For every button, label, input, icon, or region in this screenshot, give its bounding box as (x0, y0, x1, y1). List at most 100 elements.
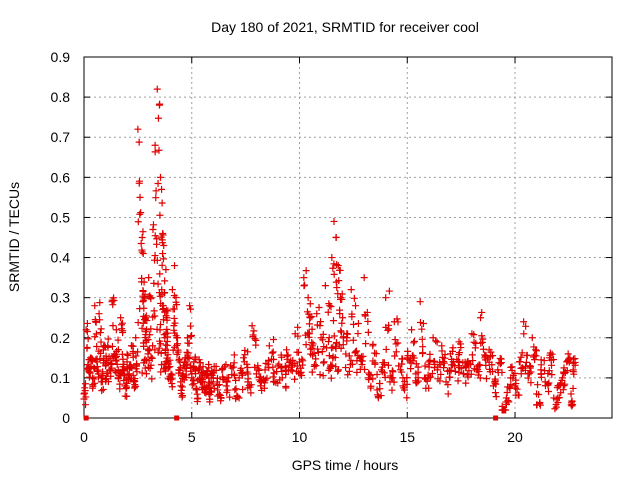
data-point-scatter (358, 361, 366, 369)
data-point (321, 282, 329, 290)
data-point-scatter (144, 336, 152, 344)
data-point-scatter (432, 337, 440, 345)
y-tick-label: 0.8 (51, 89, 71, 105)
data-point-scatter (107, 372, 115, 380)
data-point-scatter (122, 382, 130, 390)
data-point-scatter (192, 370, 200, 378)
data-point-scatter (284, 351, 292, 359)
data-point-scatter (176, 355, 184, 363)
data-point-scatter (353, 368, 361, 376)
data-point-scatter (440, 358, 448, 366)
data-point-scatter (191, 355, 199, 363)
data-point-scatter (476, 374, 484, 382)
data-point-scatter (178, 393, 186, 401)
data-point-scatter (364, 328, 372, 336)
data-point-scatter (262, 376, 270, 384)
data-point (132, 334, 140, 342)
data-point-scatter (237, 369, 245, 377)
data-point-scatter (488, 361, 496, 369)
data-point-scatter (113, 360, 121, 368)
data-point-scatter (139, 319, 147, 327)
data-point-scatter (147, 353, 155, 361)
data-point-scatter (327, 303, 335, 311)
data-point (222, 382, 230, 390)
data-point (153, 85, 161, 93)
data-point-scatter (104, 378, 112, 386)
data-point-scatter (294, 332, 302, 340)
data-point-scatter (535, 390, 543, 398)
data-point-scatter (86, 369, 94, 377)
x-tick-label: 10 (292, 429, 308, 445)
data-point-scatter (201, 388, 209, 396)
data-point-scatter (414, 374, 422, 382)
data-point-scatter (96, 329, 104, 337)
data-point-scatter (522, 322, 530, 330)
data-point-scatter (569, 384, 577, 392)
data-point-scatter (327, 361, 335, 369)
data-point (95, 310, 103, 318)
data-point-scatter (139, 228, 147, 236)
data-point-scatter (361, 365, 369, 373)
y-tick-label: 0.2 (51, 330, 71, 346)
data-point-scatter (163, 316, 171, 324)
y-tick-label: 0 (62, 410, 70, 426)
zero-value-marker (493, 415, 499, 421)
x-tick-label: 15 (399, 429, 415, 445)
data-point-scatter (468, 351, 476, 359)
data-point (334, 262, 342, 270)
data-point-scatter (161, 277, 169, 285)
data-point (477, 314, 485, 322)
data-point-scatter (330, 332, 338, 340)
y-tick-label: 0.3 (51, 290, 71, 306)
data-point-scatter (384, 361, 392, 369)
data-point-scatter (108, 342, 116, 350)
data-point-scatter (352, 348, 360, 356)
data-point-scatter (454, 377, 462, 385)
data-point-scatter (376, 385, 384, 393)
data-point-scatter (245, 381, 253, 389)
data-point-scatter (315, 303, 323, 311)
data-point-scatter (215, 381, 223, 389)
data-point (408, 326, 416, 334)
data-point-scatter (155, 146, 163, 154)
data-point (151, 141, 159, 149)
data-point-scatter (138, 248, 146, 256)
data-point-scatter (319, 372, 327, 380)
plot-frame (83, 56, 613, 419)
data-point-scatter (96, 355, 104, 363)
data-point-scatter (158, 199, 166, 207)
data-point-scatter (185, 355, 193, 363)
data-point (125, 370, 133, 378)
data-point-scatter (337, 328, 345, 336)
data-point-scatter (187, 332, 195, 340)
data-point-scatter (520, 330, 528, 338)
data-point-scatter (149, 342, 157, 350)
data-point-scatter (123, 350, 131, 358)
data-point (567, 390, 575, 398)
data-point-scatter (206, 387, 214, 395)
data-point-scatter (478, 332, 486, 340)
data-point-scatter (299, 361, 307, 369)
data-point-scatter (187, 305, 195, 313)
data-point-scatter (257, 378, 265, 386)
data-point-scatter (444, 390, 452, 398)
data-point-scatter (269, 348, 277, 356)
data-point-scatter (544, 380, 552, 388)
data-point-scatter (320, 358, 328, 366)
data-point-scatter (158, 236, 166, 244)
data-point-scatter (394, 318, 402, 326)
data-point-scatter (331, 354, 339, 362)
data-point-scatter (135, 138, 143, 146)
data-point-scatter (131, 375, 139, 383)
data-point-scatter (216, 391, 224, 399)
data-point-scatter (260, 384, 268, 392)
data-point-scatter (282, 384, 290, 392)
y-tick-label: 0.4 (51, 250, 71, 266)
zero-value-marker (174, 415, 180, 421)
data-point-scatter (378, 368, 386, 376)
data-point-scatter (350, 294, 358, 302)
data-point (157, 173, 165, 181)
data-point-scatter (502, 400, 510, 408)
data-point-scatter (418, 335, 426, 343)
data-point-scatter (140, 278, 148, 286)
